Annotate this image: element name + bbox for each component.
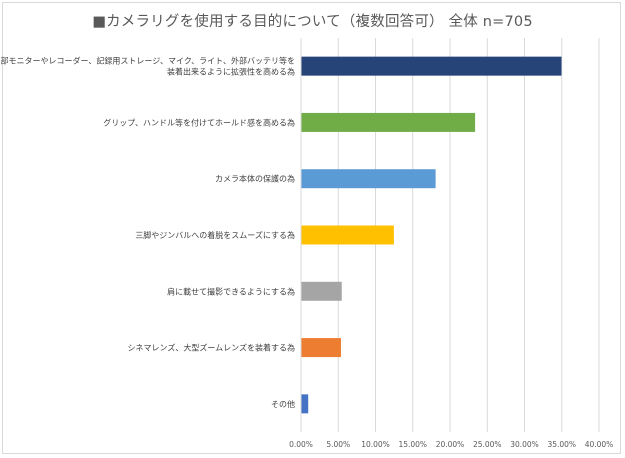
category-label-line: 肩に載せて撮影できるようにする為 — [167, 286, 295, 296]
category-label: 三脚やジンバルへの着脱をスムーズにする為 — [135, 230, 295, 240]
bar — [301, 338, 341, 358]
category-label: グリップ、ハンドル等を付けてホールド感を高める為 — [103, 117, 295, 127]
bar — [301, 281, 342, 301]
x-tick-label: 0.00% — [289, 440, 313, 449]
category-label: シネマレンズ、大型ズームレンズを装着する為 — [128, 343, 295, 353]
category-label: カメラ本体の保護の為 — [215, 174, 295, 184]
x-tick-label: 20.00% — [436, 440, 465, 449]
category-label-line: カメラ本体の保護の為 — [215, 174, 295, 184]
x-tick-label: 30.00% — [510, 440, 539, 449]
x-tick-label: 35.00% — [547, 440, 576, 449]
x-tick-label: 10.00% — [361, 440, 390, 449]
x-tick-label: 15.00% — [398, 440, 427, 449]
bar — [301, 394, 309, 414]
category-label-line: 外部モニターやレコーダー、記録用ストレージ、マイク、ライト、外部バッテリ等を — [0, 56, 295, 66]
bar — [301, 225, 394, 245]
category-label-line: シネマレンズ、大型ズームレンズを装着する為 — [128, 343, 295, 353]
bar — [301, 169, 436, 189]
bar — [301, 56, 562, 76]
category-label-line: 三脚やジンバルへの着脱をスムーズにする為 — [135, 230, 295, 240]
x-tick-label: 25.00% — [473, 440, 502, 449]
bar — [301, 112, 476, 132]
category-label: 肩に載せて撮影できるようにする為 — [167, 286, 295, 296]
category-label-line: 装着出来るように拡張性を高める為 — [167, 67, 295, 77]
category-label: その他 — [271, 399, 295, 409]
category-label-line: グリップ、ハンドル等を付けてホールド感を高める為 — [103, 117, 295, 127]
category-label: 外部モニターやレコーダー、記録用ストレージ、マイク、ライト、外部バッテリ等を装着… — [0, 56, 295, 77]
x-tick-label: 40.00% — [585, 440, 614, 449]
category-label-line: その他 — [271, 399, 295, 409]
chart-title: ■カメラリグを使用する目的について（複数回答可） 全体 n=705 — [92, 14, 533, 30]
x-tick-label: 5.00% — [326, 440, 350, 449]
